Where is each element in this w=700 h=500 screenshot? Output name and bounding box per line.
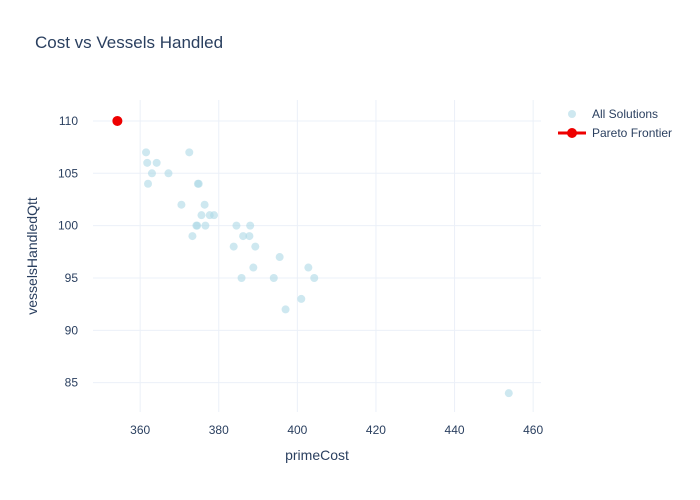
solution-point <box>504 389 513 398</box>
solution-point <box>232 221 241 230</box>
pareto-point <box>112 115 123 126</box>
solution-point <box>239 232 248 241</box>
chart-title: Cost vs Vessels Handled <box>35 33 224 52</box>
solution-point <box>229 242 238 251</box>
solution-point <box>200 200 209 209</box>
solution-point <box>194 179 203 188</box>
y-tick-label: 110 <box>59 114 78 128</box>
solution-point <box>245 232 254 241</box>
solution-point <box>185 148 194 157</box>
solution-point <box>281 305 290 314</box>
legend-marker-swatch <box>567 128 577 138</box>
solution-point <box>143 158 152 167</box>
solution-point <box>147 169 156 178</box>
x-tick-label: 460 <box>523 423 543 437</box>
solution-point <box>144 179 153 188</box>
x-tick-label: 360 <box>130 423 150 437</box>
solution-point <box>152 158 161 167</box>
x-tick-label: 380 <box>209 423 229 437</box>
legend-item-label: All Solutions <box>592 107 658 121</box>
solution-point <box>201 221 210 230</box>
solution-point <box>269 273 278 282</box>
y-tick-label: 85 <box>65 376 79 390</box>
y-tick-label: 100 <box>58 219 78 233</box>
x-tick-label: 440 <box>445 423 465 437</box>
legend-marker-swatch <box>568 110 576 118</box>
y-tick-label: 105 <box>58 166 78 180</box>
solution-point <box>142 148 151 157</box>
y-tick-label: 95 <box>65 271 79 285</box>
solution-point <box>297 294 306 303</box>
solution-point <box>310 273 319 282</box>
solution-point <box>251 242 260 251</box>
y-axis-title: vesselsHandledQtt <box>24 197 40 315</box>
solution-point <box>197 211 206 220</box>
y-tick-label: 90 <box>65 323 79 337</box>
solution-point <box>237 273 246 282</box>
solution-point <box>275 253 284 262</box>
solution-point <box>164 169 173 178</box>
solution-point <box>304 263 313 272</box>
x-tick-label: 400 <box>287 423 307 437</box>
x-tick-label: 420 <box>366 423 386 437</box>
solution-point <box>246 221 255 230</box>
solution-point <box>177 200 186 209</box>
solution-point <box>210 211 219 220</box>
legend-item-label: Pareto Frontier <box>592 126 672 140</box>
solution-point <box>249 263 258 272</box>
x-axis-title: primeCost <box>285 447 349 463</box>
solution-point <box>193 221 202 230</box>
solution-point <box>188 232 197 241</box>
